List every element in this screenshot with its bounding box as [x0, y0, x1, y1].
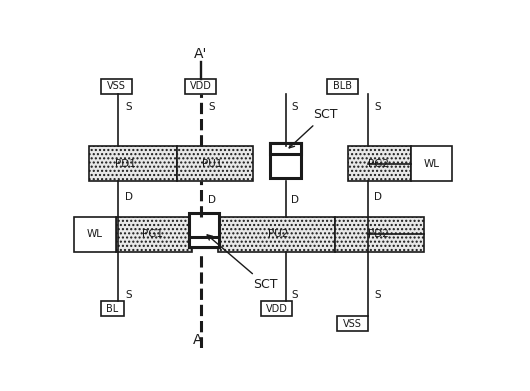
Text: SCT: SCT: [207, 235, 278, 291]
Bar: [189, 213, 219, 247]
Bar: [177, 146, 253, 181]
Text: PG2: PG2: [368, 159, 389, 169]
Bar: [116, 217, 191, 252]
Text: VSS: VSS: [343, 319, 362, 329]
Text: VDD: VDD: [266, 304, 288, 314]
Bar: [101, 301, 123, 316]
Bar: [270, 143, 301, 178]
Text: WL: WL: [424, 159, 440, 169]
Text: BL: BL: [107, 304, 119, 314]
Text: S: S: [125, 102, 131, 112]
Bar: [261, 301, 292, 316]
Text: SCT: SCT: [289, 108, 337, 148]
Text: PU1: PU1: [202, 159, 222, 169]
Text: D: D: [374, 192, 382, 203]
Bar: [335, 217, 423, 252]
Text: VDD: VDD: [190, 81, 211, 91]
Text: PG1: PG1: [142, 230, 163, 239]
Bar: [411, 146, 452, 181]
Text: PU2: PU2: [268, 230, 288, 239]
Text: S: S: [374, 290, 381, 300]
Text: S: S: [291, 290, 297, 300]
Text: D: D: [125, 192, 133, 203]
Bar: [338, 316, 368, 332]
Text: D: D: [291, 196, 299, 205]
Bar: [327, 79, 358, 93]
Text: S: S: [291, 102, 297, 112]
Text: S: S: [125, 290, 131, 300]
Text: PD2: PD2: [368, 230, 389, 239]
Text: S: S: [208, 102, 215, 112]
Bar: [186, 79, 216, 93]
Text: VSS: VSS: [107, 81, 126, 91]
Text: S: S: [374, 102, 381, 112]
Bar: [101, 79, 132, 93]
Text: BLB: BLB: [333, 81, 352, 91]
Text: PD1: PD1: [116, 159, 136, 169]
Bar: [189, 237, 219, 247]
Text: A': A': [195, 47, 208, 61]
Bar: [89, 146, 177, 181]
Text: WL: WL: [87, 230, 103, 239]
Text: D: D: [208, 196, 216, 205]
Bar: [270, 143, 301, 154]
Bar: [74, 217, 116, 252]
Text: A: A: [193, 334, 202, 348]
Bar: [218, 217, 335, 252]
Bar: [348, 146, 411, 181]
